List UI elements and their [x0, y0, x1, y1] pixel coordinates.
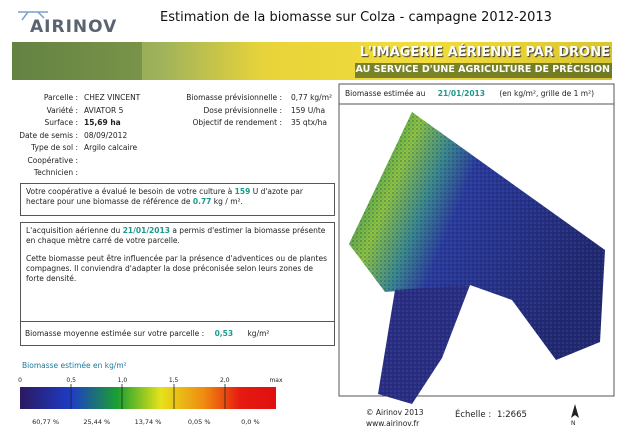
- field-label: Objectif de rendement :: [170, 118, 282, 127]
- report-page: AIRINOV Estimation de la biomasse sur Co…: [0, 0, 624, 429]
- field-value: AVIATOR 5: [84, 106, 123, 115]
- label: Biomasse moyenne estimée sur votre parce…: [25, 329, 204, 338]
- north-label: N: [571, 420, 576, 427]
- legend-tick-label: 2,0: [220, 377, 230, 384]
- legend-share: 60,77 %: [32, 418, 59, 426]
- banner-photo: [12, 42, 142, 80]
- field-label: Dose prévisionnelle :: [170, 106, 282, 115]
- banner-line: L'IMAGERIE AÉRIENNE PAR DRONE: [360, 45, 610, 60]
- scale-label: Échelle :: [455, 410, 491, 420]
- field-map: [349, 112, 605, 404]
- legend-share: 13,74 %: [135, 418, 162, 426]
- field-label: Technicien :: [2, 168, 78, 177]
- field-label: Type de sol :: [2, 143, 78, 152]
- advice-box: Votre coopérative a évalué le besoin de …: [20, 183, 335, 216]
- website: www.airinov.fr: [366, 419, 419, 428]
- field-label: Variété :: [2, 106, 78, 115]
- date: 21/01/2013: [123, 226, 170, 235]
- field-label: Coopérative :: [2, 156, 78, 165]
- legend-tick-label: 0,5: [66, 377, 76, 384]
- scale: 1:2665: [497, 410, 527, 420]
- field-label: Surface :: [2, 118, 78, 127]
- color-bar: [20, 387, 276, 409]
- field-value: CHEZ VINCENT: [84, 93, 140, 102]
- field-value: 0,77 kg/m²: [291, 93, 332, 102]
- legend-title: Biomasse estimée en kg/m²: [22, 361, 127, 370]
- legend-share: 0,05 %: [188, 418, 211, 426]
- logo: AIRINOV: [30, 17, 117, 37]
- legend-tick-label: max: [269, 377, 282, 384]
- date: 21/01/2013: [438, 89, 485, 98]
- field-value: Argilo calcaire: [84, 143, 137, 152]
- text: Votre coopérative a évalué le besoin de …: [26, 187, 232, 196]
- field-label: Date de semis :: [2, 131, 78, 140]
- legend-share: 0,0 %: [241, 418, 260, 426]
- map-label: Biomasse estimée au 21/01/2013 (en kg/m²…: [345, 89, 594, 98]
- copyright: © Airinov 2013: [366, 408, 424, 417]
- field-label: Biomasse prévisionnelle :: [170, 93, 282, 102]
- unit: kg/m²: [247, 329, 269, 338]
- legend-tick-label: 0: [18, 377, 22, 384]
- field-value: 159 U/ha: [291, 106, 325, 115]
- field-value: 15,69 ha: [84, 118, 121, 127]
- text: kg / m².: [214, 197, 243, 206]
- field-label: Parcelle :: [2, 93, 78, 102]
- page-title: Estimation de la biomasse sur Colza - ca…: [160, 10, 552, 25]
- label: Biomasse estimée au: [345, 89, 425, 98]
- field-value: 35 qtx/ha: [291, 118, 327, 127]
- value: 0,53: [215, 329, 234, 338]
- banner-line: AU SERVICE D'UNE AGRICULTURE DE PRÉCISIO…: [356, 64, 610, 75]
- note: (en kg/m², grille de 1 m²): [499, 89, 594, 98]
- biomass: 0.77: [193, 197, 212, 206]
- note: Cette biomasse peut être influencée par …: [26, 254, 329, 284]
- north-arrow: [571, 404, 579, 418]
- text: L'acquisition aérienne du: [26, 226, 120, 235]
- field-value: 08/09/2012: [84, 131, 127, 140]
- legend-tick-label: 1,0: [118, 377, 128, 384]
- acquisition-box: L'acquisition aérienne du 21/01/2013 a p…: [20, 222, 335, 346]
- average-row: Biomasse moyenne estimée sur votre parce…: [20, 321, 335, 346]
- legend-tick-label: 1,5: [169, 377, 179, 384]
- legend-share: 25,44 %: [83, 418, 110, 426]
- dose: 159: [235, 187, 251, 196]
